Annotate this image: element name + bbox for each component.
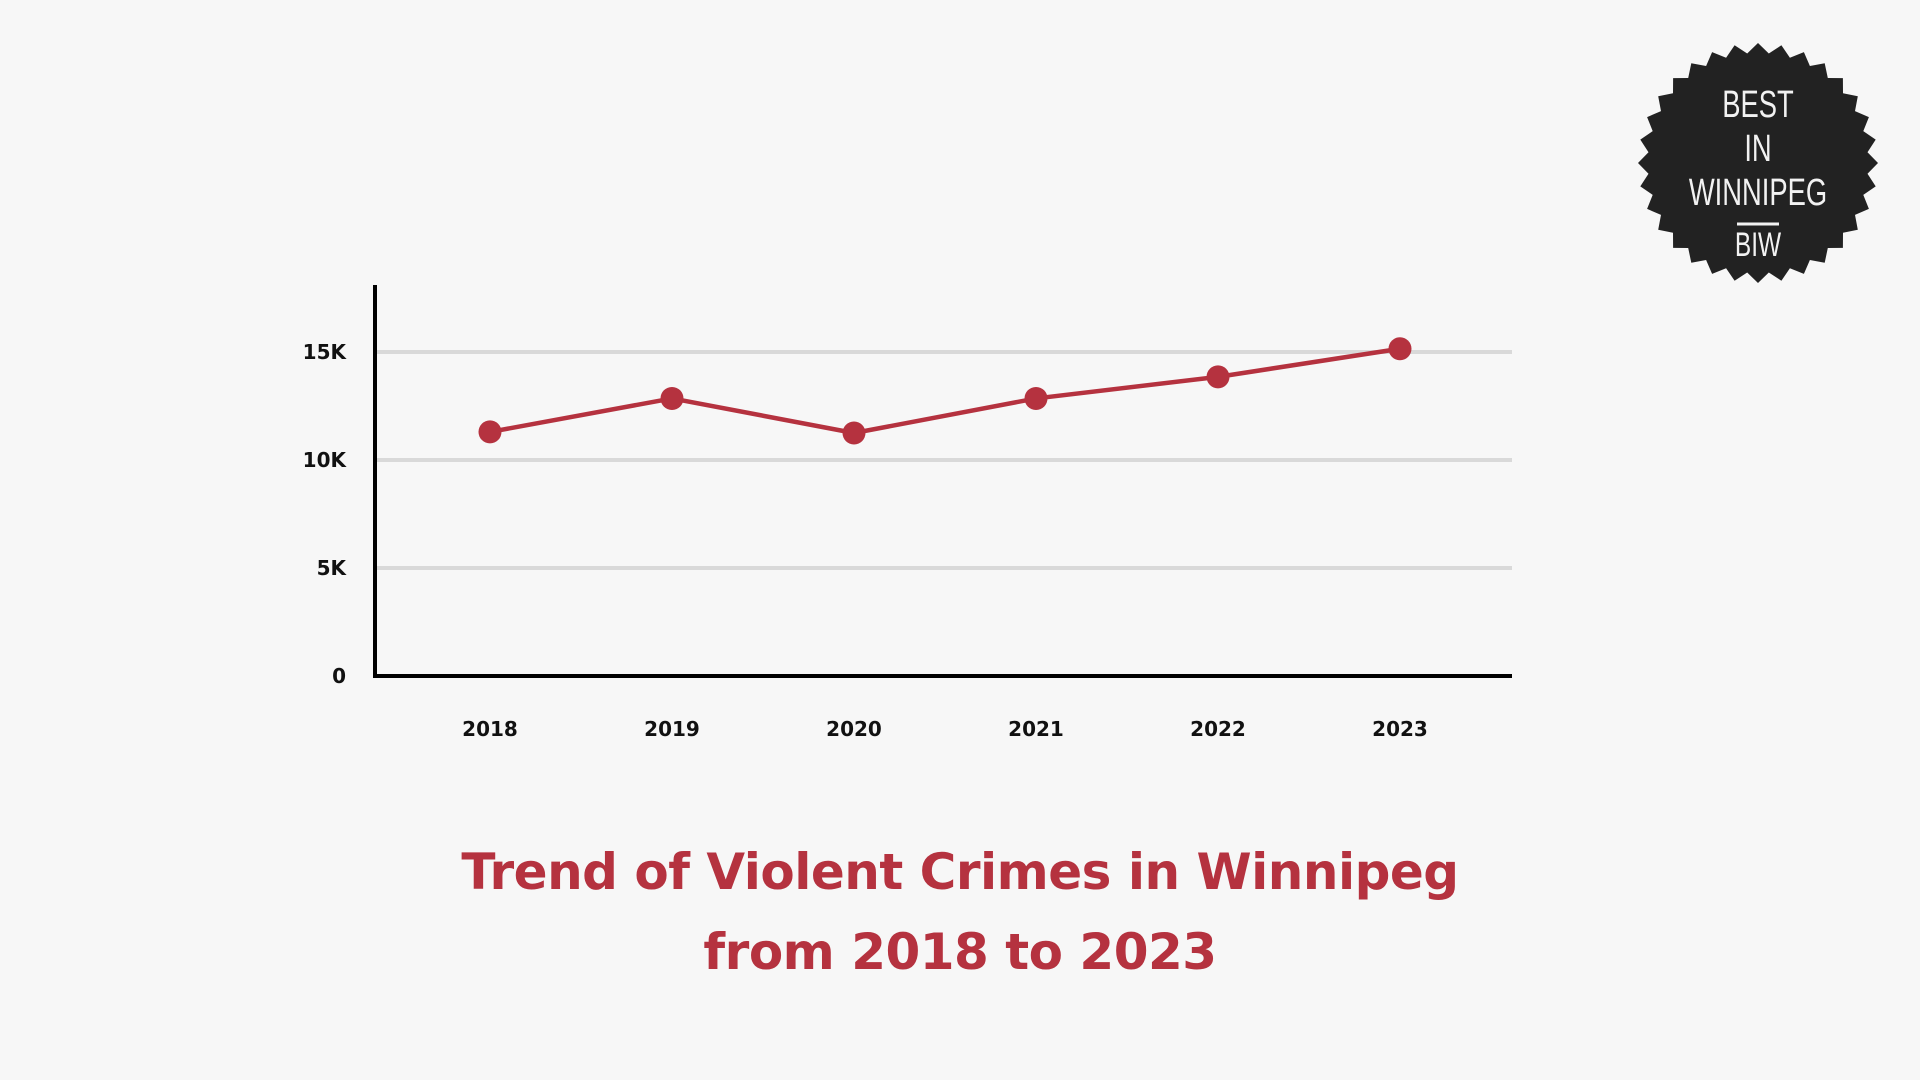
x-tick-label: 2020 — [826, 717, 882, 741]
best-in-winnipeg-badge-logo: BEST IN WINNIPEG BIW — [1638, 43, 1878, 283]
chart-title-line-2: from 2018 to 2023 — [703, 923, 1217, 981]
series-line — [489, 346, 1401, 436]
x-axis-ticks: 2018 2019 2020 2021 2022 2023 — [462, 717, 1428, 741]
badge-text-winnipeg: WINNIPEG — [1689, 172, 1827, 214]
y-tick-label: 10K — [303, 448, 348, 472]
x-tick-label: 2023 — [1372, 717, 1428, 741]
y-tick-label: 15K — [303, 340, 348, 364]
y-tick-label: 0 — [332, 664, 346, 688]
x-tick-label: 2019 — [644, 717, 700, 741]
data-point-2018 — [478, 420, 502, 444]
badge-starburst — [1638, 43, 1878, 283]
badge-text-biw: BIW — [1735, 226, 1781, 264]
data-point-2021 — [1024, 386, 1048, 410]
x-tick-label: 2018 — [462, 717, 518, 741]
x-tick-label: 2022 — [1190, 717, 1246, 741]
chart-title: Trend of Violent Crimes in Winnipeg from… — [0, 832, 1920, 992]
data-point-2019 — [660, 386, 684, 410]
chart-title-line-1: Trend of Violent Crimes in Winnipeg — [461, 843, 1459, 901]
badge-text-best: BEST — [1722, 84, 1793, 126]
data-point-2020 — [842, 421, 866, 445]
y-tick-label: 5K — [317, 556, 348, 580]
data-points — [478, 337, 1412, 445]
data-point-2023 — [1388, 337, 1412, 361]
data-point-2022 — [1206, 365, 1230, 389]
gridlines — [377, 350, 1512, 570]
x-tick-label: 2021 — [1008, 717, 1064, 741]
badge-text-in: IN — [1744, 128, 1771, 170]
y-axis-ticks: 0 5K 10K 15K — [303, 340, 348, 688]
line-chart: 0 5K 10K 15K 2018 2019 2020 2021 2022 2023 — [303, 285, 1512, 741]
